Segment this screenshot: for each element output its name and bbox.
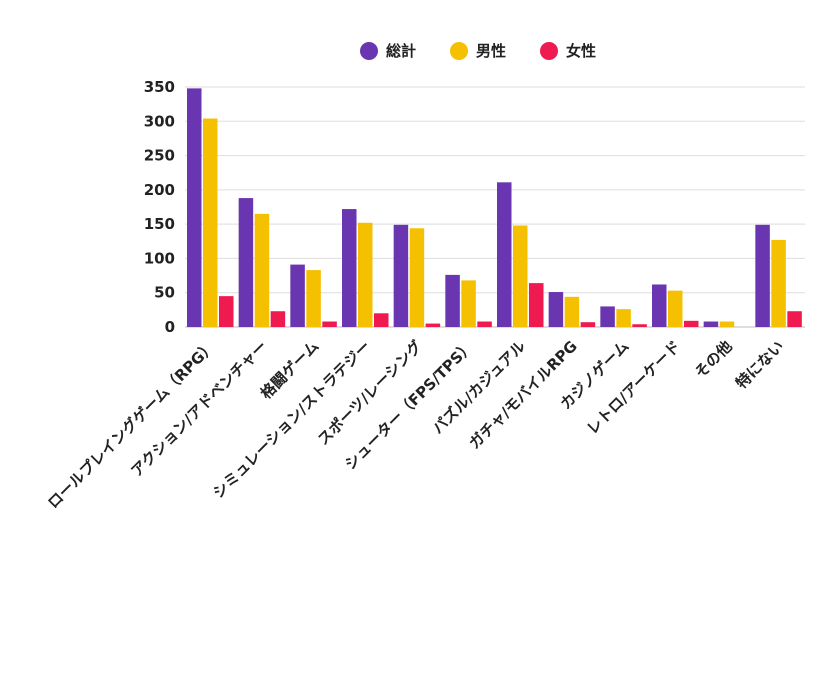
bar (600, 306, 615, 327)
bar (632, 324, 647, 327)
legend-item-male: 男性 (450, 40, 506, 61)
bar (513, 225, 528, 327)
x-tick-label: 特にない (732, 337, 787, 392)
y-tick-label: 350 (144, 78, 175, 96)
y-tick-label: 300 (144, 112, 175, 130)
y-tick-label: 100 (144, 249, 175, 267)
legend-swatch-total (360, 41, 378, 60)
bar (668, 290, 683, 327)
bar (477, 321, 492, 327)
y-tick-label: 250 (144, 147, 175, 165)
bar (270, 311, 286, 327)
bar (564, 296, 580, 327)
legend-label-total: 総計 (386, 42, 417, 60)
bar (497, 182, 512, 327)
bar (219, 296, 234, 327)
bar (306, 270, 321, 327)
x-tick-label: レトロ/アーケード (583, 337, 684, 438)
bar (254, 213, 270, 327)
x-tick-label: その他 (691, 337, 736, 382)
legend-item-female: 女性 (540, 40, 596, 61)
bar (529, 283, 544, 327)
y-tick-label: 200 (144, 181, 175, 199)
bar (652, 284, 667, 327)
legend-swatch-male (450, 41, 469, 60)
x-tick-label: パズル/カジュアル (429, 337, 529, 437)
bar (616, 309, 631, 327)
bar (719, 321, 735, 327)
bar (187, 88, 202, 327)
bar (580, 322, 596, 327)
bar (358, 222, 373, 327)
bar (425, 323, 441, 327)
bar (684, 320, 699, 327)
bar (771, 239, 786, 327)
bar (238, 198, 254, 327)
bar (393, 224, 409, 327)
bar (290, 264, 305, 327)
legend-label-male: 男性 (476, 42, 507, 60)
bar (374, 313, 389, 327)
legend-item-total: 総計 (360, 40, 416, 61)
bar (322, 321, 337, 327)
bar (755, 224, 770, 327)
bar (703, 321, 719, 327)
legend-label-female: 女性 (566, 42, 597, 60)
bar (461, 280, 476, 327)
y-tick-label: 150 (144, 215, 175, 233)
bar (409, 228, 425, 327)
bar (203, 118, 218, 328)
bar (445, 274, 460, 327)
bar (787, 311, 802, 327)
y-tick-label: 50 (154, 284, 175, 302)
legend: 総計 男性 女性 (360, 40, 596, 61)
y-tick-label: 0 (165, 318, 175, 336)
bar (342, 209, 357, 327)
bar (548, 292, 564, 327)
legend-swatch-female (540, 41, 559, 60)
